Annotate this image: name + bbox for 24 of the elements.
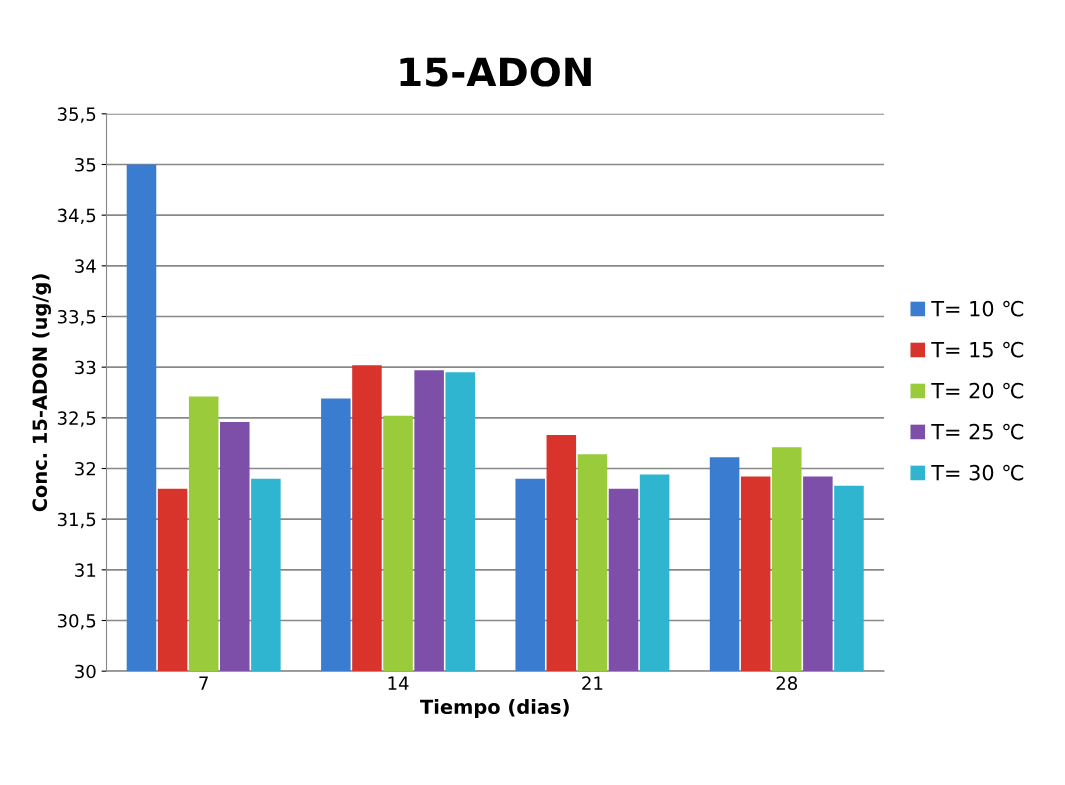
legend-label: T= 30 ℃ <box>931 464 1024 481</box>
y-tick-label: 30,5 <box>57 613 96 630</box>
legend-label: T= 10 ℃ <box>931 300 1024 317</box>
y-tick-label: 33,5 <box>57 309 96 326</box>
y-axis-title: Conc. 15-ADON (ug/g) <box>32 274 52 512</box>
legend-label: T= 20 ℃ <box>931 382 1024 399</box>
y-tick-label: 31 <box>75 563 96 577</box>
y-tick-label: 30 <box>75 664 96 679</box>
y-tick-label: 34 <box>75 259 96 273</box>
x-tick-label: 14 <box>388 676 409 690</box>
y-tick-label: 35,5 <box>57 107 96 123</box>
legend-label: T= 25 ℃ <box>931 423 1024 440</box>
y-tick-label: 32,5 <box>57 411 96 427</box>
chart-title: 15-ADON <box>400 57 591 87</box>
x-tick-label: 28 <box>776 676 798 691</box>
legend-label: T= 15 ℃ <box>931 341 1024 358</box>
x-axis-title: Tiempo (dias) <box>420 699 569 718</box>
y-tick-label: 31,5 <box>57 512 96 529</box>
y-tick-label: 32 <box>75 461 95 476</box>
y-tick-label: 33 <box>75 360 96 375</box>
y-tick-label: 34,5 <box>57 208 96 225</box>
x-tick-label: 21 <box>582 676 603 690</box>
x-tick-label: 7 <box>199 676 208 690</box>
y-tick-label: 35 <box>75 157 96 172</box>
